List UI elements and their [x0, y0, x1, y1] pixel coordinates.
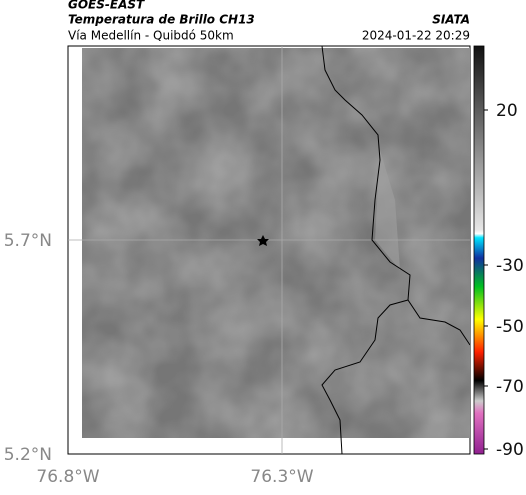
timestamp: 2024-01-22 20:29: [362, 29, 470, 43]
colorbar-label: -50: [496, 317, 524, 337]
colorbar-label: -30: [496, 256, 524, 276]
colorbar-ticks: [484, 109, 488, 450]
colorbar-label: -70: [496, 377, 524, 397]
cloud-texture: [82, 48, 470, 438]
region: Vía Medellín - Quibdó 50km: [68, 29, 234, 43]
lat-label: 5.2°N: [4, 445, 52, 465]
lat-label: 5.7°N: [4, 231, 52, 251]
subtitle: Temperatura de Brillo CH13: [68, 13, 255, 27]
title: GOES-EAST: [68, 0, 145, 12]
lon-label: 76.8°W: [36, 467, 99, 487]
lon-label: 76.3°W: [250, 467, 313, 487]
colorbar: [473, 45, 485, 455]
location-star: [257, 235, 269, 246]
colorbar-label: 20: [496, 101, 518, 121]
source: SIATA: [432, 13, 470, 27]
border-line: [321, 299, 409, 455]
border-line: [321, 45, 471, 346]
colorbar-label: -90: [496, 440, 524, 460]
